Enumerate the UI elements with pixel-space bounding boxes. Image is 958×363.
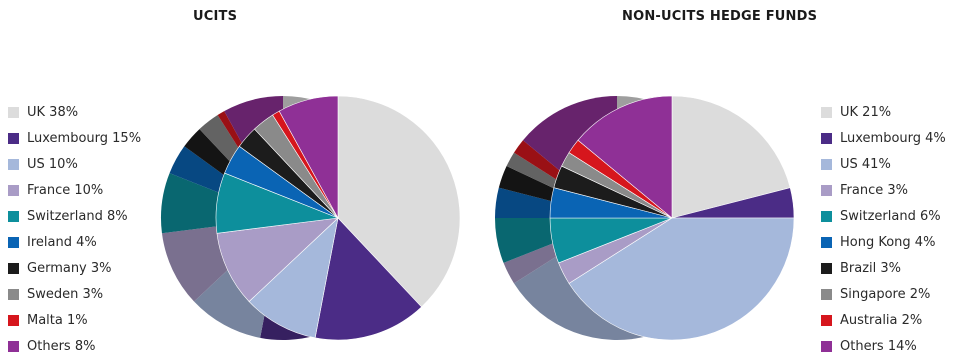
ucits-legend-item-germany: Germany 3%: [8, 255, 141, 281]
legend-swatch: [821, 236, 832, 248]
legend-label: Hong Kong 4%: [840, 234, 936, 250]
non-ucits-slice-us: [568, 217, 795, 341]
legend-swatch: [821, 158, 832, 170]
legend-swatch: [8, 262, 19, 274]
non-ucits-legend-item-singapore: Singapore 2%: [821, 281, 946, 307]
legend-label: Germany 3%: [27, 260, 112, 276]
legend-swatch: [821, 314, 832, 326]
legend-swatch: [821, 184, 832, 196]
ucits-chart-title: UCITS: [193, 9, 238, 24]
legend-label: Sweden 3%: [27, 286, 104, 302]
ucits-legend: UK 38% Luxembourg 15% US 10% France 10% Swit…: [8, 99, 141, 359]
ucits-slice-luxembourg: [314, 217, 422, 341]
legend-label: France 3%: [840, 182, 908, 198]
non-ucits-legend-item-hong-kong: Hong Kong 4%: [821, 229, 946, 255]
ucits-legend-item-ireland: Ireland 4%: [8, 229, 141, 255]
ucits-slice-uk: [337, 95, 461, 308]
non-ucits-legend-item-switzerland: Switzerland 6%: [821, 203, 946, 229]
legend-swatch: [821, 210, 832, 222]
legend-swatch: [8, 158, 19, 170]
legend-swatch: [8, 132, 19, 144]
legend-label: Luxembourg 15%: [27, 130, 142, 146]
ucits-slice-others: [278, 95, 339, 219]
legend-label: Singapore 2%: [840, 286, 931, 302]
ucits-slice-france: [216, 217, 339, 302]
ucits-legend-item-switzerland: Switzerland 8%: [8, 203, 141, 229]
non-ucits-slice-uk: [671, 95, 791, 219]
non-ucits-pie: [495, 95, 795, 341]
legend-label: Luxembourg 4%: [840, 130, 946, 146]
legend-swatch: [8, 236, 19, 248]
ucits-pie: [161, 95, 461, 341]
ucits-legend-item-france: France 10%: [8, 177, 141, 203]
ucits-legend-item-luxembourg: Luxembourg 15%: [8, 125, 141, 151]
legend-swatch: [821, 262, 832, 274]
legend-label: Switzerland 8%: [27, 208, 128, 224]
non-ucits-legend-item-luxembourg: Luxembourg 4%: [821, 125, 946, 151]
legend-label: UK 21%: [840, 104, 892, 120]
legend-swatch: [821, 106, 832, 118]
ucits-legend-item-sweden: Sweden 3%: [8, 281, 141, 307]
ucits-legend-item-malta: Malta 1%: [8, 307, 141, 333]
non-ucits-chart-title: NON-UCITS HEDGE FUNDS: [622, 9, 818, 24]
legend-label: US 41%: [840, 156, 891, 172]
legend-swatch: [821, 340, 832, 352]
non-ucits-slice-others: [577, 95, 673, 219]
legend-label: Australia 2%: [840, 312, 923, 328]
legend-label: Malta 1%: [27, 312, 88, 328]
legend-label: Others 14%: [840, 338, 917, 354]
legend-swatch: [821, 132, 832, 144]
ucits-legend-item-us: US 10%: [8, 151, 141, 177]
ucits-slice-us: [248, 217, 339, 339]
legend-label: US 10%: [27, 156, 78, 172]
legend-swatch: [8, 106, 19, 118]
non-ucits-legend-item-france: France 3%: [821, 177, 946, 203]
legend-swatch: [821, 288, 832, 300]
legend-swatch: [8, 314, 19, 326]
legend-label: Ireland 4%: [27, 234, 97, 250]
legend-label: Others 8%: [27, 338, 96, 354]
legend-swatch: [8, 184, 19, 196]
non-ucits-legend-item-australia: Australia 2%: [821, 307, 946, 333]
legend-label: France 10%: [27, 182, 104, 198]
legend-label: UK 38%: [27, 104, 79, 120]
legend-swatch: [8, 288, 19, 300]
legend-label: Switzerland 6%: [840, 208, 941, 224]
non-ucits-legend-item-brazil: Brazil 3%: [821, 255, 946, 281]
non-ucits-legend: UK 21% Luxembourg 4% US 41% France 3% Switze…: [821, 99, 946, 359]
ucits-legend-item-uk: UK 38%: [8, 99, 141, 125]
legend-label: Brazil 3%: [840, 260, 902, 276]
non-ucits-legend-item-others: Others 14%: [821, 333, 946, 359]
legend-swatch: [8, 210, 19, 222]
legend-swatch: [8, 340, 19, 352]
ucits-legend-item-others: Others 8%: [8, 333, 141, 359]
non-ucits-legend-item-uk: UK 21%: [821, 99, 946, 125]
non-ucits-legend-item-us: US 41%: [821, 151, 946, 177]
